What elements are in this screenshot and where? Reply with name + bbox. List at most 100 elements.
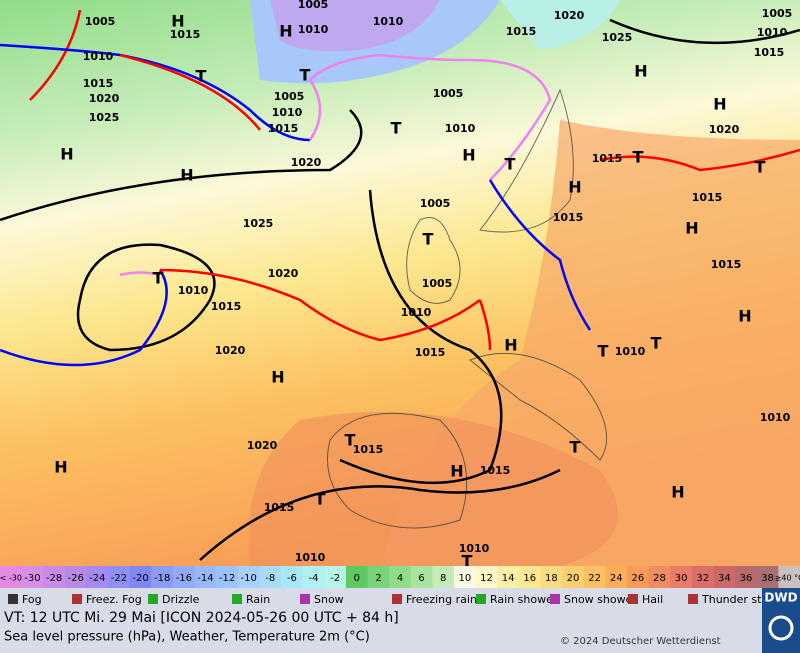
temperature-swatch — [454, 566, 477, 588]
temperature-swatch — [21, 566, 44, 588]
temperature-swatch — [367, 566, 390, 588]
logo: DWD — [764, 591, 797, 605]
temperature-swatch — [172, 566, 196, 588]
temperature-label: -24 — [89, 573, 105, 584]
logo-mark — [768, 615, 794, 641]
legend-label: Rain shower — [490, 593, 558, 606]
isobar-label: 1020 — [89, 92, 120, 105]
temperature-swatch — [216, 566, 239, 588]
temperature-swatch — [691, 566, 715, 588]
legend-label: Freezing rain — [406, 593, 477, 606]
high-pressure-label: H — [171, 12, 184, 31]
temperature-label: 38 — [761, 573, 774, 584]
logo-box — [762, 588, 800, 653]
temperature-swatch — [627, 566, 650, 588]
temperature-label: -6 — [287, 573, 297, 584]
high-pressure-label: H — [713, 95, 726, 114]
legend-symbol — [232, 594, 242, 604]
legend-label: Fog — [22, 593, 42, 606]
low-pressure-label: T — [423, 230, 434, 249]
temperature-swatch — [108, 566, 131, 588]
temperature-label: 22 — [588, 573, 601, 584]
temperature-swatch — [648, 566, 671, 588]
isobar-label: 1020 — [247, 439, 278, 452]
isobar-label: 1015 — [353, 443, 384, 456]
isobar-label: 1020 — [268, 267, 299, 280]
isobar-label: 1005 — [298, 0, 329, 11]
temperature-swatch — [670, 566, 693, 588]
high-pressure-label: H — [462, 146, 475, 165]
temperature-label: 20 — [567, 573, 580, 584]
temperature-label: ≥40 °C — [775, 574, 800, 583]
temperature-scale: < -30 -30 -28 -26 -24 -22 -20 -18 -16 -14 -12 -10 -8… — [0, 566, 800, 588]
temperature-label: < -30 — [0, 574, 22, 583]
isobar-label: 1015 — [170, 28, 201, 41]
temperature-swatch — [518, 566, 542, 588]
isobar-label: 1015 — [415, 346, 446, 359]
high-pressure-label: H — [450, 462, 463, 481]
isobar-label: 1005 — [433, 87, 464, 100]
low-pressure-label: T — [196, 67, 207, 86]
temperature-swatch — [281, 566, 304, 588]
temperature-label: 18 — [545, 573, 558, 584]
isobar-label: 1010 — [295, 551, 326, 564]
legend-symbol — [8, 594, 18, 604]
isobar-label: 1010 — [272, 106, 303, 119]
temperature-label: 28 — [653, 573, 666, 584]
high-pressure-label: H — [180, 166, 193, 185]
description: Sea level pressure (hPa), Weather, Tempe… — [4, 630, 370, 645]
isobar-label: 1005 — [762, 7, 793, 20]
temperature-label: -2 — [330, 573, 340, 584]
low-pressure-label: T — [153, 269, 164, 288]
low-pressure-label: T — [300, 66, 311, 85]
temperature-label: -18 — [154, 573, 170, 584]
high-pressure-label: H — [634, 62, 647, 81]
temperature-swatch — [345, 566, 369, 588]
temperature-label: 10 — [458, 573, 471, 584]
isobar-label: 1020 — [554, 9, 585, 22]
temperature-swatch — [713, 566, 736, 588]
temperature-swatch — [0, 566, 23, 588]
temperature-label: 4 — [397, 573, 403, 584]
isobar-label: 1025 — [243, 217, 274, 230]
temperature-swatch — [194, 566, 217, 588]
high-pressure-label: H — [738, 307, 751, 326]
legend-label: Snow — [314, 593, 344, 606]
temperature-label: 34 — [718, 573, 731, 584]
temperature-swatch — [389, 566, 412, 588]
temperature-label: -30 — [24, 573, 40, 584]
legend-label: Freez. Fog — [86, 593, 142, 606]
low-pressure-label: T — [633, 148, 644, 167]
low-pressure-label: T — [315, 490, 326, 509]
legend-symbol — [392, 594, 402, 604]
isobar-label: 1010 — [757, 26, 788, 39]
temperature-swatch — [324, 566, 347, 588]
low-pressure-label: T — [570, 438, 581, 457]
temperature-label: 32 — [696, 573, 709, 584]
legend-symbol — [550, 594, 560, 604]
temperature-label: 2 — [375, 573, 381, 584]
temperature-swatch — [583, 566, 606, 588]
temperature-swatch — [540, 566, 563, 588]
isobar-label: 1010 — [615, 345, 646, 358]
valid-time: VT: 12 UTC Mi. 29 Mai [ICON 2024-05-26 0… — [4, 610, 399, 626]
isobar-label: 1010 — [298, 23, 329, 36]
isobar-label: 1015 — [480, 464, 511, 477]
isobar-label: 1020 — [215, 344, 246, 357]
isobar-label: 1015 — [211, 300, 242, 313]
temperature-label: -8 — [265, 573, 275, 584]
high-pressure-label: H — [279, 22, 292, 41]
isobar-label: 1015 — [754, 46, 785, 59]
legend-label: Hail — [642, 593, 663, 606]
isobar-label: 1015 — [711, 258, 742, 271]
temperature-label: 26 — [631, 573, 644, 584]
temperature-swatch — [129, 566, 152, 588]
isobar-label: 1015 — [506, 25, 537, 38]
high-pressure-label: H — [60, 145, 73, 164]
temperature-label: -22 — [111, 573, 127, 584]
high-pressure-label: H — [271, 368, 284, 387]
temperature-label: -14 — [197, 573, 213, 584]
temperature-swatch — [410, 566, 433, 588]
temperature-swatch — [302, 566, 325, 588]
